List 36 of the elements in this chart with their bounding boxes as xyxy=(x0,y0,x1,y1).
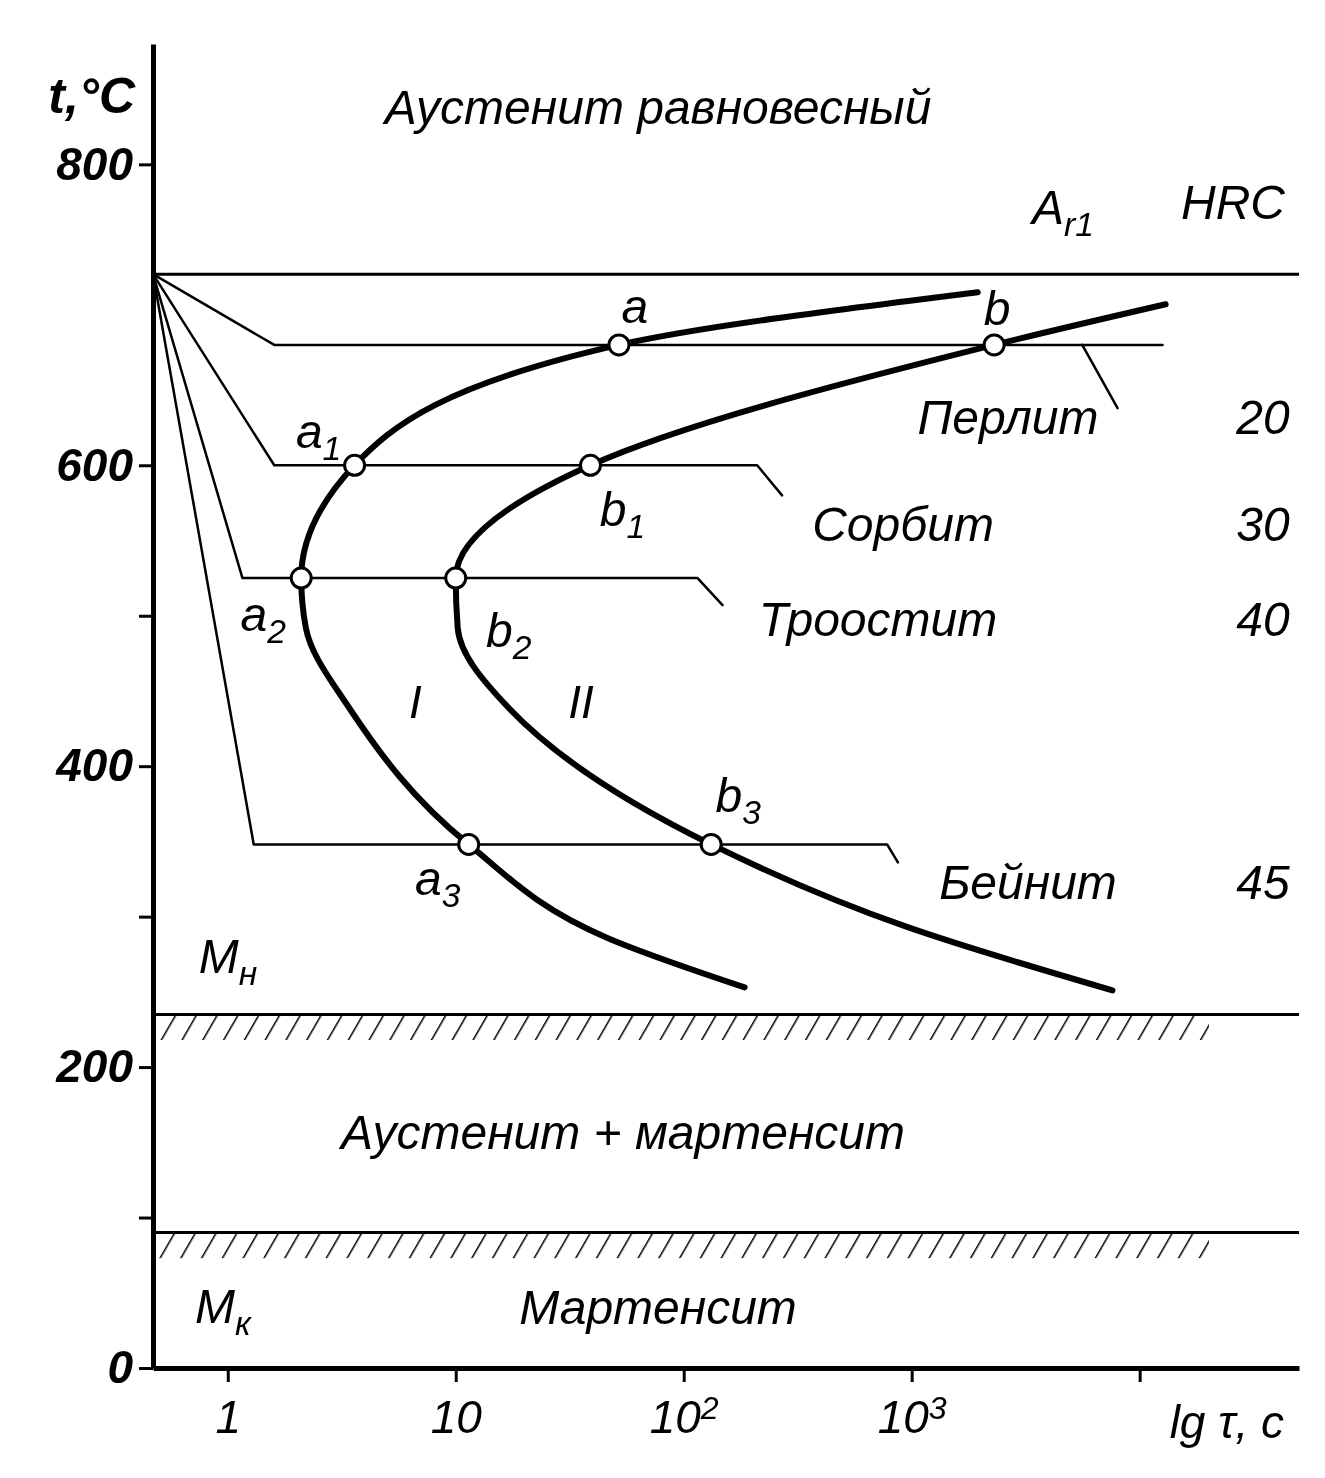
y-tick-label: 200 xyxy=(55,1040,134,1093)
annotation: b xyxy=(983,281,1011,335)
series-label: I xyxy=(408,675,422,728)
y-axis-title: t,°C xyxy=(48,68,136,124)
annotation: HRC xyxy=(1181,176,1286,229)
annotation: 40 xyxy=(1236,593,1290,646)
annotation: 45 xyxy=(1236,856,1290,909)
annotation: Бейнит xyxy=(939,856,1117,909)
series-label: II xyxy=(568,675,595,728)
annotation: a xyxy=(621,279,649,333)
annotation: Перлит xyxy=(917,391,1099,444)
x-tick-label: 1 xyxy=(215,1390,242,1443)
annotation: 20 xyxy=(1235,391,1290,444)
ref-line-label: A$_{r1}$ xyxy=(1029,181,1094,244)
annotation: Аустенит + мартенсит xyxy=(337,1106,906,1159)
annotation: a$_{2}$ xyxy=(240,588,287,650)
annotation: Аустенит равновесный xyxy=(381,81,932,134)
annotation: b$_{3}$ xyxy=(715,769,762,832)
annotation: a$_{3}$ xyxy=(415,852,461,915)
x-axis-title: lg τ, с xyxy=(1169,1396,1284,1448)
annotation: b$_{2}$ xyxy=(486,604,532,666)
ref-line-label: M$_{н}$ xyxy=(198,930,258,993)
annotation: a$_{1}$ xyxy=(295,405,342,468)
y-tick-label: 400 xyxy=(55,739,134,792)
ref-line-label: M$_{к}$ xyxy=(195,1279,253,1342)
annotation: 30 xyxy=(1236,498,1290,551)
annotation: Мартенсит xyxy=(519,1281,797,1334)
annotation: Сорбит xyxy=(812,498,994,551)
annotation: Троостит xyxy=(758,593,998,646)
y-tick-label: 800 xyxy=(56,137,134,190)
y-tick-label: 600 xyxy=(56,438,134,491)
y-tick-label: 0 xyxy=(107,1341,134,1394)
annotation: b$_{1}$ xyxy=(599,483,646,546)
x-tick-label: 10$^{3}$ xyxy=(877,1389,947,1443)
x-tick-label: 10$^{2}$ xyxy=(649,1389,719,1443)
x-tick-label: 10 xyxy=(430,1390,483,1443)
